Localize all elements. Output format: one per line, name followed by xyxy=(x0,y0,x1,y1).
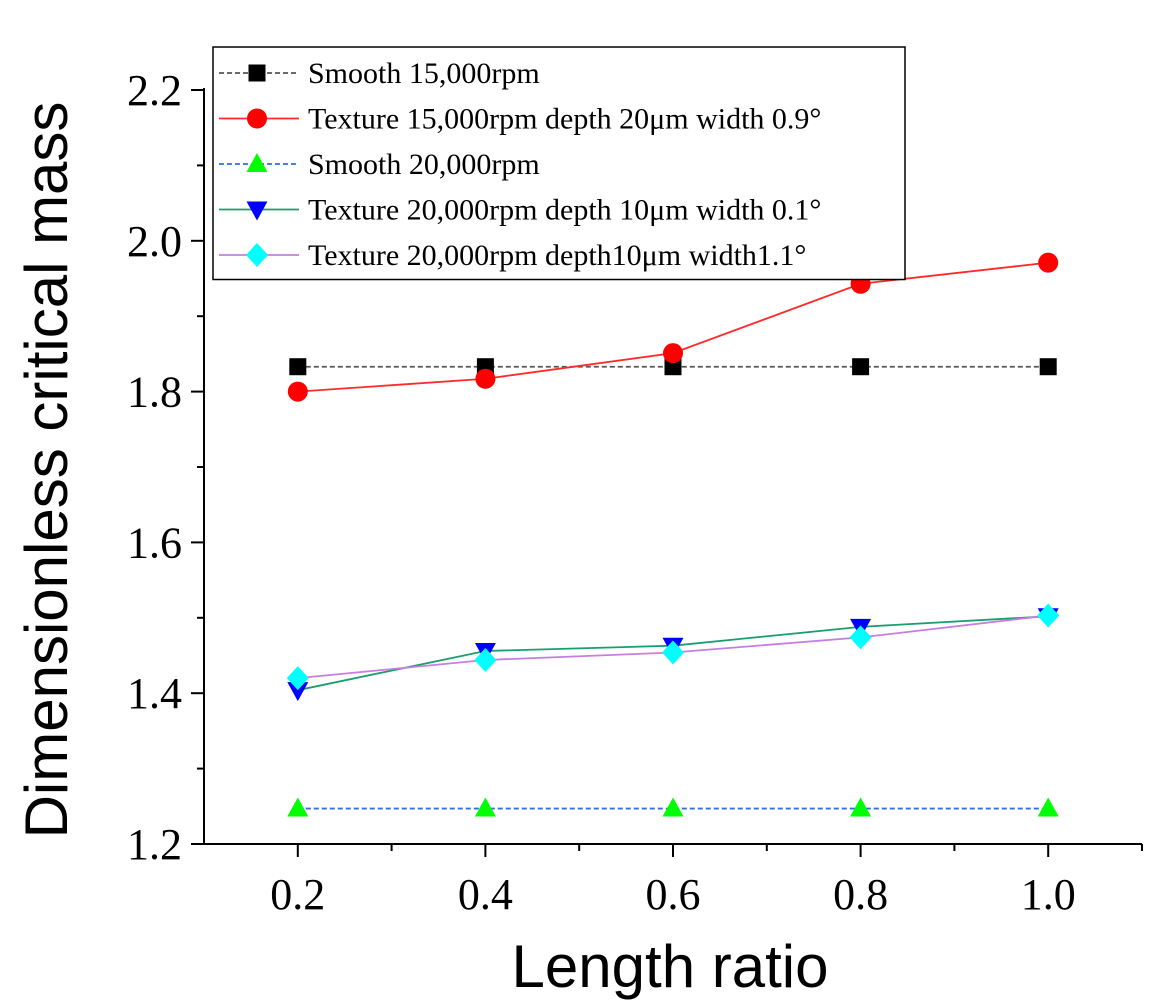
data-point xyxy=(1038,252,1059,273)
data-point xyxy=(287,682,309,702)
data-point xyxy=(852,358,870,376)
y-tick-label: 1.8 xyxy=(127,368,182,417)
legend-label: Smooth 20,000rpm xyxy=(308,148,540,181)
data-point xyxy=(664,358,682,376)
y-ticks: 1.2 1.4 1.6 1.8 2.0 2.2 xyxy=(127,66,204,869)
data-point xyxy=(1039,358,1057,376)
y-tick-label: 2.0 xyxy=(127,217,182,266)
plot-area: 0.2 0.4 0.6 0.8 1.0 1.2 1.4 1.6 1.8 2.0 2.2 xyxy=(127,66,1143,919)
x-axis-title: Length ratio xyxy=(512,933,829,1000)
legend: Smooth 15,000rpm Texture 15,000rpm depth … xyxy=(212,46,906,281)
data-point xyxy=(662,640,684,665)
legend-label: Texture 15,000rpm depth 20μm width 0.9° xyxy=(308,103,821,136)
legend-marker xyxy=(246,243,268,267)
data-point xyxy=(1037,603,1060,628)
legend-box xyxy=(212,46,906,281)
series-5 xyxy=(286,603,1060,691)
x-tick-label: 0.8 xyxy=(833,870,888,919)
x-tick-label: 0.6 xyxy=(646,870,701,919)
legend-item: Texture 15,000rpm depth 20μm width 0.9° xyxy=(219,103,821,136)
y-tick-label: 1.2 xyxy=(127,820,182,869)
data-point xyxy=(475,368,496,389)
data-point xyxy=(474,648,497,673)
data-point xyxy=(849,625,872,650)
data-point xyxy=(1037,797,1059,817)
x-ticks: 0.2 0.4 0.6 0.8 1.0 xyxy=(270,844,1143,919)
legend-label: Texture 20,000rpm depth10μm width1.1° xyxy=(308,239,806,272)
series-3 xyxy=(287,797,1059,817)
legend-items: Smooth 15,000rpm Texture 15,000rpm depth … xyxy=(219,57,821,272)
y-tick-label: 1.6 xyxy=(127,518,182,567)
legend-item: Texture 20,000rpm depth10μm width1.1° xyxy=(219,239,806,272)
x-tick-label: 0.2 xyxy=(270,870,325,919)
data-point xyxy=(663,343,683,364)
legend-item: Smooth 20,000rpm xyxy=(219,148,540,181)
legend-label: Smooth 15,000rpm xyxy=(308,57,540,90)
legend-marker xyxy=(247,108,267,129)
legend-marker xyxy=(246,201,268,221)
y-tick-label: 2.2 xyxy=(127,66,182,115)
data-point xyxy=(850,797,872,817)
data-point xyxy=(287,381,308,402)
y-axis-title: Dimensionless critical mass xyxy=(13,102,80,839)
legend-marker xyxy=(246,153,268,172)
legend-label: Texture 20,000rpm depth 10μm width 0.1° xyxy=(308,194,821,227)
x-tick-label: 0.4 xyxy=(458,870,513,919)
legend-marker xyxy=(248,64,266,82)
y-tick-label: 1.4 xyxy=(127,669,182,718)
legend-item: Texture 20,000rpm depth 10μm width 0.1° xyxy=(219,194,821,227)
series-layer xyxy=(286,252,1060,817)
legend-item: Smooth 15,000rpm xyxy=(219,57,540,90)
data-point xyxy=(289,358,307,376)
data-point xyxy=(474,797,496,817)
data-point xyxy=(287,797,309,817)
x-tick-label: 1.0 xyxy=(1021,870,1076,919)
data-point xyxy=(662,797,684,817)
data-point xyxy=(286,666,309,691)
